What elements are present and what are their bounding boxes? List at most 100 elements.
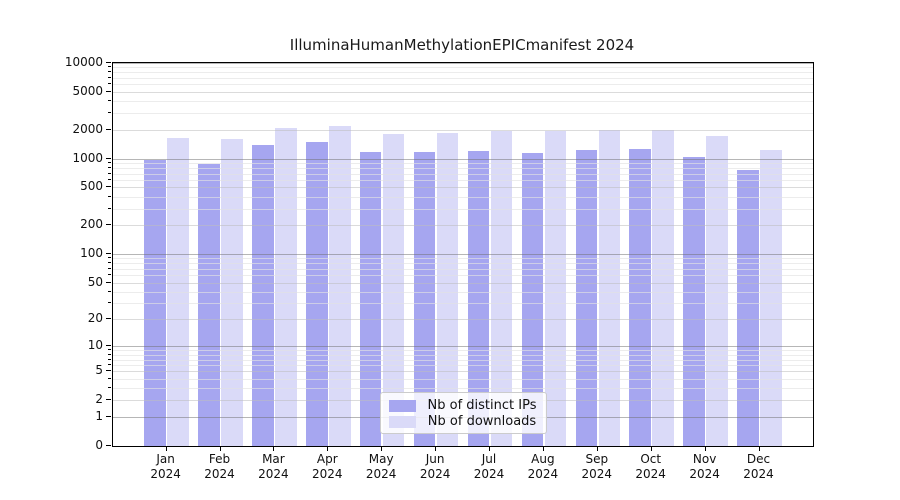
gridline-minor-600 [113,179,813,181]
y-tick-label-50: 50 [87,274,103,289]
gridline-5000 [113,91,813,93]
y-tick-5000 [106,90,111,92]
bar-distinct-ips-feb [198,163,220,446]
x-tick-may [381,446,383,451]
y-tick-label-500: 500 [80,179,103,194]
y-tick-minor-700 [108,172,111,174]
bar-downloads-feb [221,139,243,446]
bar-downloads-jul [490,130,513,446]
y-tick-minor-4000 [108,100,111,102]
gridline-20 [113,319,813,321]
legend-label-downloads: Nb of downloads [427,414,537,429]
bar-distinct-ips-mar [252,145,274,446]
x-tick-label-apr: Apr 2024 [312,452,343,481]
y-tick-minor-70 [108,267,111,269]
x-tick-label-aug: Aug 2024 [527,452,559,481]
y-tick-minor-6 [108,364,111,366]
gridline-minor-30 [113,303,813,305]
y-tick-minor-7 [108,358,111,360]
y-tick-label-1: 1 [95,409,103,424]
y-tick-minor-7000 [108,76,111,78]
gridline-minor-60 [113,275,813,277]
x-tick-label-jan: Jan 2024 [150,452,181,481]
x-tick-feb [219,446,221,451]
y-tick-10 [106,345,111,347]
chart-title: IlluminaHumanMethylationEPICmanifest 202… [289,36,635,54]
y-tick-label-1000: 1000 [72,150,103,165]
x-tick-label-sep: Sep 2024 [581,452,613,481]
y-tick-label-0: 0 [95,438,103,452]
gridline-minor-40 [113,291,813,293]
y-tick-label-5: 5 [95,363,103,378]
bar-distinct-ips-oct [629,149,651,446]
x-tick-mar [273,446,275,451]
y-tick-2 [106,399,111,401]
bar-distinct-ips-sep [575,150,598,446]
y-tick-20 [106,318,111,320]
y-tick-minor-900 [108,162,111,164]
x-tick-aug [542,446,544,451]
y-tick-label-10000: 10000 [64,55,103,69]
y-tick-0 [106,445,111,446]
plot-area [112,62,814,447]
x-tick-apr [327,446,329,451]
legend-item-distinct-ips: Nb of distinct IPs [389,398,538,413]
y-tick-minor-60 [108,274,111,276]
gridline-minor-4 [113,379,813,381]
gridline-minor-3 [113,388,813,390]
x-tick-dec [758,446,760,451]
x-tick-label-dec: Dec 2024 [743,452,774,481]
y-tick-minor-300 [108,207,111,209]
x-tick-label-nov: Nov 2024 [689,452,720,481]
y-tick-200 [106,224,111,226]
x-tick-sep [596,446,598,451]
x-tick-jun [435,446,437,451]
legend-item-downloads: Nb of downloads [389,414,538,429]
gridline-minor-800 [113,167,813,169]
y-tick-minor-4 [108,378,111,380]
y-tick-minor-9 [108,349,111,351]
legend-swatch-distinct-ips [389,399,416,412]
y-tick-minor-30 [108,302,111,304]
gridline-500 [113,187,813,189]
gridline-minor-7000 [113,77,813,79]
legend-label-distinct-ips: Nb of distinct IPs [427,398,537,413]
y-tick-minor-400 [108,195,111,197]
y-tick-2000 [106,128,111,130]
gridline-minor-300 [113,208,813,210]
y-tick-label-200: 200 [80,217,103,232]
y-tick-minor-6000 [108,83,111,85]
y-tick-label-5000: 5000 [72,83,103,98]
bar-distinct-ips-nov [683,157,705,446]
y-tick-minor-800 [108,166,111,168]
bar-distinct-ips-jan [144,159,166,446]
y-tick-label-2: 2 [95,392,103,407]
gridline-minor-70 [113,268,813,270]
y-tick-50 [106,281,111,283]
gridline-minor-80 [113,263,813,265]
gridline-minor-8000 [113,72,813,74]
y-tick-label-10: 10 [87,338,103,353]
y-tick-minor-8000 [108,71,111,73]
gridline-2000 [113,129,813,131]
gridline-minor-90 [113,258,813,260]
bar-downloads-aug [544,130,567,446]
y-tick-minor-3000 [108,112,111,114]
y-tick-minor-9000 [108,66,111,68]
gridline-1000 [113,158,813,160]
y-tick-minor-3 [108,387,111,389]
x-tick-nov [704,446,706,451]
y-tick-10000 [106,62,111,63]
gridline-200 [113,225,813,227]
y-tick-minor-80 [108,262,111,264]
y-tick-label-20: 20 [87,311,103,326]
y-tick-1 [106,416,111,418]
x-tick-jul [489,446,490,451]
bar-downloads-dec [760,150,782,446]
gridline-minor-700 [113,173,813,175]
x-tick-label-may: May 2024 [365,452,397,481]
bar-downloads-oct [652,129,674,446]
bar-downloads-may [382,134,405,446]
bar-downloads-nov [706,135,728,446]
